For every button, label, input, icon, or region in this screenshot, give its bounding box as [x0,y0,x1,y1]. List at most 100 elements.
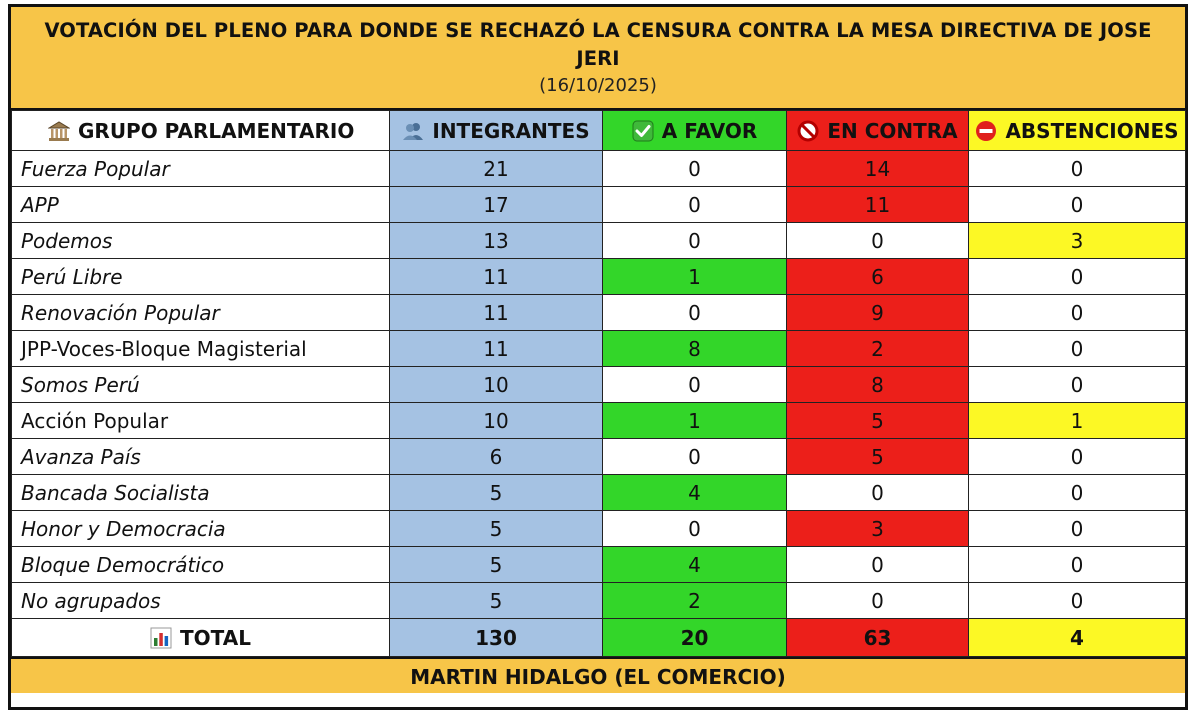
abstenciones-cell: 0 [968,150,1186,187]
favor-cell: 0 [602,438,787,475]
abstenciones-cell: 0 [968,330,1186,367]
integrantes-cell: 11 [389,330,603,367]
vote-date: (16/10/2025) [539,75,657,96]
table-row: Honor y Democracia 5 0 3 0 [11,510,1186,547]
abstenciones-cell: 0 [968,474,1186,511]
favor-cell: 0 [602,150,787,187]
grupo-cell: Renovación Popular [11,294,390,331]
table-header-row: GRUPO PARLAMENTARIO INTEGRANTES A FAVOR [11,110,1186,151]
header-grupo: GRUPO PARLAMENTARIO [11,110,390,151]
abstenciones-cell: 0 [968,366,1186,403]
table-body: Fuerza Popular 21 0 14 0 APP 17 0 11 0 Podemos 13 0 0… [11,150,1186,619]
vote-table: GRUPO PARLAMENTARIO INTEGRANTES A FAVOR [11,110,1186,657]
contra-cell: 6 [786,258,969,295]
contra-cell: 0 [786,222,969,259]
integrantes-cell: 10 [389,366,603,403]
abstenciones-cell: 3 [968,222,1186,259]
total-label-cell: TOTAL [11,618,390,657]
favor-cell: 0 [602,510,787,547]
check-mark-button-icon [632,120,654,141]
integrantes-cell: 6 [389,438,603,475]
integrantes-cell: 11 [389,258,603,295]
page-title: VOTACIÓN DEL PLENO PARA DONDE SE RECHAZÓ… [44,19,1152,70]
header-abstenciones: ABSTENCIONES [968,110,1186,151]
grupo-cell: Bloque Democrático [11,546,390,583]
contra-cell: 0 [786,582,969,619]
classical-building-icon [48,120,70,141]
contra-cell: 14 [786,150,969,187]
abstenciones-cell: 0 [968,510,1186,547]
integrantes-cell: 11 [389,294,603,331]
header-abstenciones-label: ABSTENCIONES [1005,118,1179,143]
integrantes-cell: 5 [389,582,603,619]
abstenciones-cell: 0 [968,582,1186,619]
favor-cell: 1 [602,258,787,295]
favor-cell: 0 [602,186,787,223]
abstenciones-cell: 0 [968,294,1186,331]
contra-cell: 8 [786,366,969,403]
prohibited-icon [797,120,819,141]
no-entry-icon [976,120,997,141]
contra-cell: 5 [786,438,969,475]
table-row: APP 17 0 11 0 [11,186,1186,223]
contra-cell: 3 [786,510,969,547]
favor-cell: 0 [602,294,787,331]
total-integrantes: 130 [389,618,603,657]
table-row: Bloque Democrático 5 4 0 0 [11,546,1186,583]
total-row: TOTAL 130 20 63 4 [11,618,1186,657]
title-band: VOTACIÓN DEL PLENO PARA DONDE SE RECHAZÓ… [11,7,1185,110]
abstenciones-cell: 0 [968,186,1186,223]
header-integrantes: INTEGRANTES [389,110,603,151]
contra-cell: 5 [786,402,969,439]
integrantes-cell: 10 [389,402,603,439]
table-row: Bancada Socialista 5 4 0 0 [11,474,1186,511]
source-credit: MARTIN HIDALGO (EL COMERCIO) [11,657,1185,693]
integrantes-cell: 5 [389,474,603,511]
grupo-cell: No agrupados [11,582,390,619]
table-row: Renovación Popular 11 0 9 0 [11,294,1186,331]
abstenciones-cell: 0 [968,438,1186,475]
grupo-cell: Bancada Socialista [11,474,390,511]
total-label: TOTAL [180,625,251,650]
bar-chart-icon [150,627,172,648]
table-row: Podemos 13 0 0 3 [11,222,1186,259]
grupo-cell: Perú Libre [11,258,390,295]
favor-cell: 0 [602,366,787,403]
table-row: Avanza País 6 0 5 0 [11,438,1186,475]
grupo-cell: JPP-Voces-Bloque Magisterial [11,330,390,367]
header-grupo-label: GRUPO PARLAMENTARIO [78,118,355,143]
integrantes-cell: 13 [389,222,603,259]
header-contra-label: EN CONTRA [827,118,958,143]
integrantes-cell: 17 [389,186,603,223]
header-favor: A FAVOR [602,110,787,151]
total-contra: 63 [786,618,969,657]
grupo-cell: Honor y Democracia [11,510,390,547]
abstenciones-cell: 0 [968,546,1186,583]
grupo-cell: Podemos [11,222,390,259]
integrantes-cell: 5 [389,510,603,547]
favor-cell: 0 [602,222,787,259]
grupo-cell: Fuerza Popular [11,150,390,187]
table-row: Fuerza Popular 21 0 14 0 [11,150,1186,187]
grupo-cell: Somos Perú [11,366,390,403]
header-integrantes-label: INTEGRANTES [432,118,590,143]
contra-cell: 2 [786,330,969,367]
header-favor-label: A FAVOR [661,118,758,143]
favor-cell: 4 [602,474,787,511]
contra-cell: 9 [786,294,969,331]
contra-cell: 11 [786,186,969,223]
table-row: No agrupados 5 2 0 0 [11,582,1186,619]
total-abstenciones: 4 [968,618,1186,657]
favor-cell: 1 [602,402,787,439]
grupo-cell: Avanza País [11,438,390,475]
table-row: Acción Popular 10 1 5 1 [11,402,1186,439]
total-favor: 20 [602,618,787,657]
integrantes-cell: 21 [389,150,603,187]
grupo-cell: Acción Popular [11,402,390,439]
abstenciones-cell: 0 [968,258,1186,295]
favor-cell: 2 [602,582,787,619]
contra-cell: 0 [786,474,969,511]
table-row: Perú Libre 11 1 6 0 [11,258,1186,295]
contra-cell: 0 [786,546,969,583]
integrantes-cell: 5 [389,546,603,583]
